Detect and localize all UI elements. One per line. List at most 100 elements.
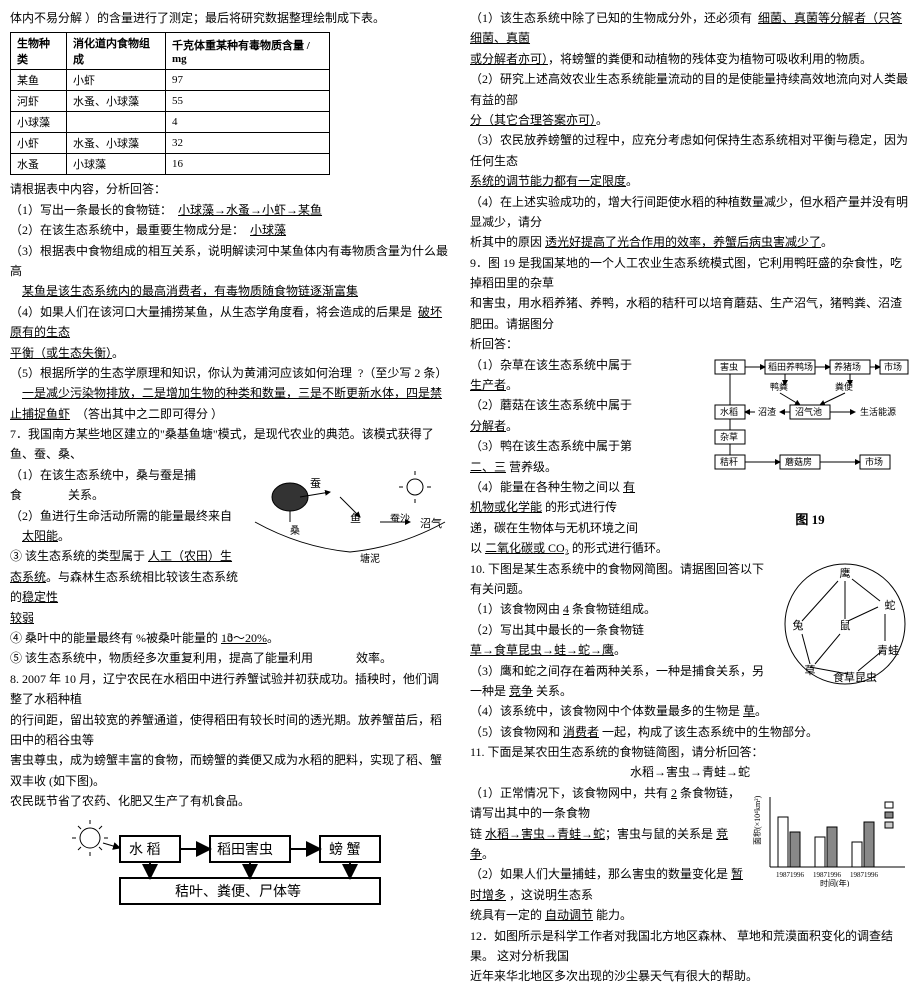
svg-text:生活能源: 生活能源 xyxy=(860,406,896,417)
svg-text:螃 蟹: 螃 蟹 xyxy=(329,841,361,858)
q8c: 害虫尊虫，成为螃蟹丰富的食物，而螃蟹的粪便又成为水稻的肥料，实现了稻、蟹双丰收 … xyxy=(10,750,450,791)
ans-2: 小球藻 xyxy=(250,223,286,237)
ans-r2: 分（其它合理答案亦可） xyxy=(470,113,596,127)
ans-105: 消费者 xyxy=(563,725,599,739)
ans-104: 草 xyxy=(743,704,755,718)
svg-text:稻田养鸭场: 稻田养鸭场 xyxy=(768,361,813,372)
svg-text:沼气池: 沼气池 xyxy=(795,406,822,417)
q12a: 12．如图所示是科学工作者对我国北方地区森林、 草地和荒漠面积变化的调查结果。 … xyxy=(470,926,910,967)
q3b: 某鱼是该生态系统内的最高消费者，有毒物质随食物链逐渐富集 xyxy=(10,281,450,301)
ans-3: 某鱼是该生态系统内的最高消费者，有毒物质随食物链逐渐富集 xyxy=(22,284,358,298)
q104: （4）该系统中，该食物网中个体数量最多的生物是 草。 xyxy=(470,701,910,721)
ans-75 xyxy=(316,651,356,665)
r2b: 分（其它合理答案亦可）。 xyxy=(470,110,910,130)
food-web-circle: 鹰 蛇 青蛙 食草昆虫 草 兔 鼠 xyxy=(780,559,910,689)
svg-text:面积(×10⁴km²): 面积(×10⁴km²) xyxy=(752,795,762,845)
q9a: 9．图 19 是我国某地的一个人工农业生态系统模式图，它利用鸭旺盛的杂食性，吃掉… xyxy=(470,253,910,294)
ans-92: 分解者 xyxy=(470,419,506,433)
svg-text:蛇: 蛇 xyxy=(885,598,896,612)
svg-text:1996: 1996 xyxy=(864,871,879,879)
ans-112: 水稻→害虫→青蛙→蛇 xyxy=(485,827,605,841)
q105: （5）该食物网和 消费者 一起，构成了该生态系统中的生物部分。 xyxy=(470,722,910,742)
ans-r3: 系统的调节能力都有一定限度 xyxy=(470,174,626,188)
q11a: 11. 下面是某农田生态系统的食物链简图，请分析回答： xyxy=(470,742,910,762)
ans-73e: 较弱 xyxy=(10,611,34,625)
ans-111: 2 xyxy=(671,786,677,800)
q1: （1）写出一条最长的食物链： 小球藻→水蚤→小虾→某鱼 xyxy=(10,200,450,220)
q12b: 近年来华北地区多次出现的沙尘暴天气有很大的帮助。 xyxy=(470,966,910,986)
svg-text:水稻: 水稻 xyxy=(720,406,738,417)
svg-text:1987: 1987 xyxy=(850,871,865,879)
page-number: 3 xyxy=(227,630,233,645)
svg-text:桑: 桑 xyxy=(290,525,300,537)
th-species: 生物种类 xyxy=(11,33,67,70)
th-food: 消化道内食物组成 xyxy=(67,33,166,70)
ans-1: 小球藻→水蚤→小虾→某鱼 xyxy=(178,203,322,217)
svg-text:稻田害虫: 稻田害虫 xyxy=(217,842,273,858)
table-row: 水蚤小球藻16 xyxy=(11,154,330,175)
q8d: 农民既节省了农药、化肥又生产了有机食品。 xyxy=(10,791,450,811)
q4: （4）如果人们在该河口大量捕捞某鱼，从生态学角度看，将会造成的后果是 破坏原有的… xyxy=(10,302,450,343)
q94fgh: 以 二氧化碳或 CO₂ 的形式进行循环。 xyxy=(470,538,910,558)
table-row: 小虾水蚤、小球藻32 xyxy=(11,133,330,154)
intro-line: 体内不易分解 ）的含量进行了测定；最后将研究数据整理绘制成下表。 xyxy=(10,8,450,28)
table-row: 某鱼小虾97 xyxy=(11,70,330,91)
r1: （1）该生态系统中除了已知的生物成分外，还必须有 细菌、真菌等分解者（只答细菌、… xyxy=(470,8,910,49)
svg-text:市场: 市场 xyxy=(865,456,883,467)
r2: （2）研究上述高效农业生态系统能量流动的目的是使能量持续高效地流向对人类最有益的… xyxy=(470,69,910,110)
q5: （5）根据所学的生态学原理和知识，你认为黄浦河应该如何治理 ?（至少写 2 条） xyxy=(10,363,450,383)
ans-r4: 透光好提高了光合作用的效率，养蟹后病虫害减少了 xyxy=(545,235,821,249)
sang-ji-diagram: 蚕 桑 鱼 蚕沙 沼气 塘泥 xyxy=(250,467,450,577)
q8b: 的行间距，留出较宽的养蟹通道，使得稻田有较长时间的透光期。放养蟹苗后，稻田中的稻… xyxy=(10,710,450,751)
q11b: 水稻→害虫→青蛙→蛇 xyxy=(470,762,910,782)
svg-text:秸叶、粪便、尸体等: 秸叶、粪便、尸体等 xyxy=(175,883,301,900)
ans-93: 二、三 xyxy=(470,460,506,474)
toxin-table: 生物种类 消化道内食物组成 千克体重某种有毒物质含量 / mg 某鱼小虾97 河… xyxy=(10,32,330,175)
ans-94b: 二氧化碳或 CO₂ xyxy=(485,541,569,555)
r1c: 或分解者亦可），将螃蟹的粪便和动植物的残体变为植物可吸收利用的物质。 xyxy=(470,49,910,69)
svg-text:兔: 兔 xyxy=(793,618,804,632)
q11r4: 统具有一定的 自动调节 能力。 xyxy=(470,905,910,925)
ans-102: 草→食草昆虫→蛙→蛇→鹰 xyxy=(470,643,614,657)
svg-text:市场: 市场 xyxy=(884,361,902,372)
svg-text:青蛙: 青蛙 xyxy=(877,644,899,657)
q7: 7．我国南方某些地区建立的"桑基鱼塘"模式，是现代农业的典范。该模式获得了鱼、蚕… xyxy=(10,424,450,465)
ans-73d: 稳定性 xyxy=(22,590,58,604)
ans-114: 自动调节 xyxy=(545,908,593,922)
svg-text:沼渣: 沼渣 xyxy=(758,406,776,417)
q0: 请根据表中内容，分析回答： xyxy=(10,179,450,199)
fig19-caption: 图 19 xyxy=(710,509,910,528)
ans-101: 4 xyxy=(563,602,569,616)
ans-94a: 有 xyxy=(623,480,635,494)
svg-text:蚕: 蚕 xyxy=(310,477,321,490)
table-row: 小球藻4 xyxy=(11,112,330,133)
ans-4c: 平衡（或生态失衡） xyxy=(10,346,112,360)
svg-text:1996: 1996 xyxy=(790,871,805,879)
svg-text:杂草: 杂草 xyxy=(720,431,738,442)
ans-71 xyxy=(28,488,68,502)
q3: （3）根据表中食物组成的相互关系，说明解读河中某鱼体内有毒物质含量为什么最高 xyxy=(10,241,450,282)
svg-text:害虫: 害虫 xyxy=(720,361,738,372)
th-value: 千克体重某种有毒物质含量 / mg xyxy=(166,33,330,70)
svg-text:草: 草 xyxy=(805,664,816,677)
q73e: 较弱 xyxy=(10,608,450,628)
svg-text:时间(年): 时间(年) xyxy=(820,878,850,887)
q5ans: 一是减少污染物排放，二是增加生物的种类和数量，三是不断更新水体，四是禁止捕捉鱼虾… xyxy=(10,383,450,424)
svg-text:鹰: 鹰 xyxy=(840,566,851,580)
ans-72: 太阳能 xyxy=(22,529,58,543)
r3b: 系统的调节能力都有一定限度。 xyxy=(470,171,910,191)
q75: ⑤ 该生态系统中，物质经多次重复利用，提高了能量利用 效率。 xyxy=(10,648,450,668)
q2: （2）在该生态系统中，最重要生物成分是： 小球藻 xyxy=(10,220,450,240)
rice-crab-diagram: 水 稻 稻田害虫 螃 蟹 秸叶、粪便、尸体等 xyxy=(65,818,395,912)
ans-5: 一是减少污染物排放，二是增加生物的种类和数量，三是不断更新水体，四是禁止捕捉鱼虾 xyxy=(10,386,442,420)
q4c: 平衡（或生态失衡）。 xyxy=(10,343,450,363)
q9b: 和害虫，用水稻养猪、养鸭，水稻的秸秆可以培育蘑菇、生产沼气，猪鸭粪、沼渣肥田。请… xyxy=(470,293,910,334)
svg-text:1987: 1987 xyxy=(776,871,791,879)
bar-chart: 面积(×10⁴km²) 1987 1996 1987 1996 1987 199… xyxy=(750,787,910,887)
svg-text:塘泥: 塘泥 xyxy=(360,552,380,565)
svg-text:沼气: 沼气 xyxy=(420,516,442,530)
fig-19-diagram: 害虫 稻田养鸭场 养猪场 市场 鸭粪 粪便 水稻 沼渣 沼气池 生活能源 杂草 … xyxy=(710,355,910,528)
svg-text:养猪场: 养猪场 xyxy=(834,361,861,372)
svg-text:秸秆: 秸秆 xyxy=(720,456,738,467)
svg-text:蘑菇房: 蘑菇房 xyxy=(785,456,812,467)
